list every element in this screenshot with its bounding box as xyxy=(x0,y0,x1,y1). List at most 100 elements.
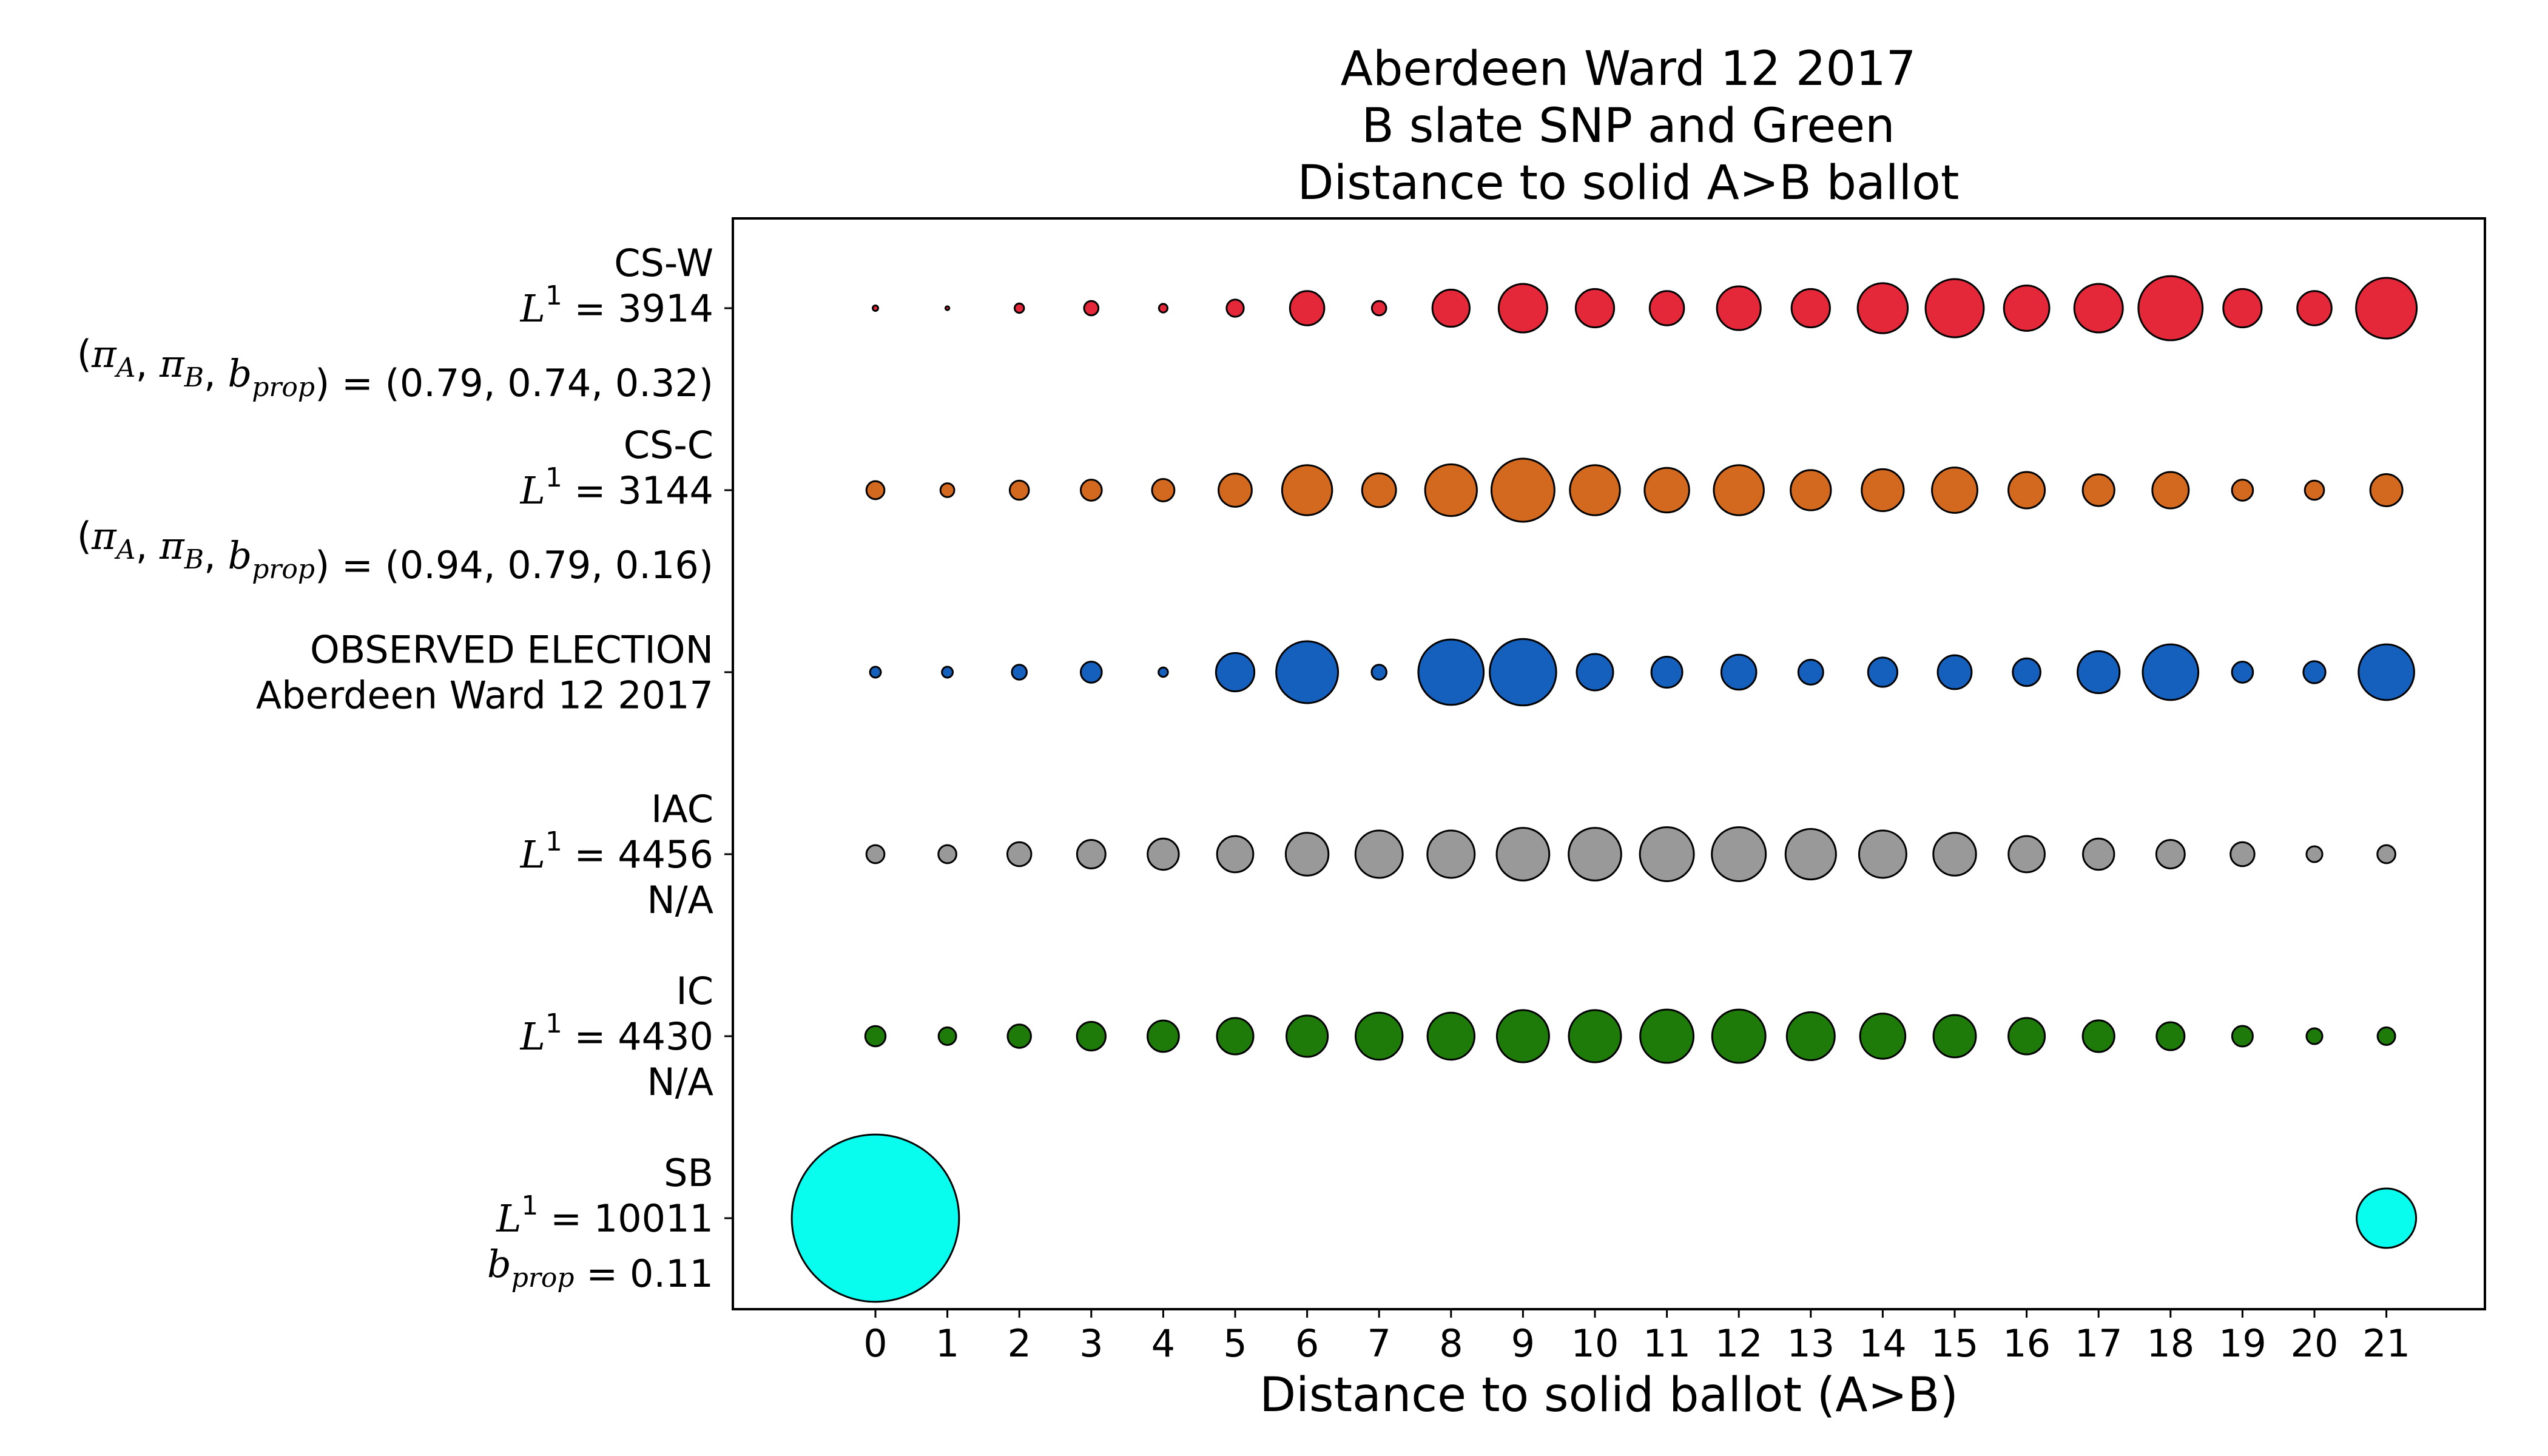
row-label-line-1: IAC xyxy=(651,787,713,831)
x-tick-label-0: 0 xyxy=(863,1321,887,1366)
row-label-line-1: CS-W xyxy=(614,241,713,285)
bubble-cs-c-11 xyxy=(1643,467,1690,514)
bubble-cs-w-9 xyxy=(1497,283,1548,334)
param-symbol: π xyxy=(91,332,117,376)
l1-symbol: L xyxy=(520,286,545,331)
bubble-iac-8 xyxy=(1426,829,1476,879)
bubbles-layer xyxy=(790,275,2418,1303)
x-tick-label-21: 21 xyxy=(2362,1321,2410,1366)
param-subscript: B xyxy=(184,362,204,393)
param-subscript: A xyxy=(114,534,136,565)
bubble-observed-12 xyxy=(1720,653,1758,691)
bubble-iac-18 xyxy=(2155,839,2186,869)
bubble-observed-3 xyxy=(1079,661,1103,684)
l1-value: = 3144 xyxy=(562,468,713,513)
bubble-cs-w-17 xyxy=(2073,283,2124,334)
param-subscript: prop xyxy=(252,554,315,585)
x-tick-label-15: 15 xyxy=(1931,1321,1979,1366)
bubble-sb-21 xyxy=(2356,1187,2418,1249)
bubble-observed-19 xyxy=(2231,661,2254,684)
bubble-cs-w-11 xyxy=(1648,290,1685,326)
bubble-iac-14 xyxy=(1858,829,1907,879)
bubble-cs-w-5 xyxy=(1225,298,1245,318)
row-label-line-1: OBSERVED ELECTION xyxy=(310,628,713,672)
param-symbol: π xyxy=(159,524,185,568)
bubble-iac-1 xyxy=(937,844,957,864)
bubble-cs-c-7 xyxy=(1361,472,1397,508)
bubble-observed-2 xyxy=(1011,664,1028,681)
bubble-iac-10 xyxy=(1568,827,1622,881)
series-cs-c xyxy=(865,457,2404,523)
param-values: = (0.79, 0.74, 0.32) xyxy=(329,361,713,405)
param-values: = 0.11 xyxy=(575,1252,713,1296)
bubble-cs-w-10 xyxy=(1574,288,1616,329)
bubble-observed-17 xyxy=(2077,650,2121,695)
bubble-ic-1 xyxy=(937,1026,957,1046)
x-tick-label-11: 11 xyxy=(1643,1321,1691,1366)
param-symbol: b xyxy=(228,351,252,396)
bubble-cs-w-12 xyxy=(1716,285,1762,331)
param-symbol: π xyxy=(91,514,117,558)
l1-symbol: L xyxy=(520,468,545,513)
bubble-iac-17 xyxy=(2082,837,2115,871)
bubble-observed-21 xyxy=(2358,643,2415,701)
bubble-ic-5 xyxy=(1216,1017,1255,1056)
bubble-observed-5 xyxy=(1215,652,1256,693)
bubble-iac-11 xyxy=(1639,826,1695,882)
bubble-ic-7 xyxy=(1354,1011,1404,1061)
row-label-cs-w: CS-WL1 = 3914(πA, πB, bprop) = (0.79, 0.… xyxy=(77,241,713,405)
l1-value: = 10011 xyxy=(538,1196,713,1241)
bubble-ic-21 xyxy=(2376,1026,2396,1046)
bubble-cs-w-14 xyxy=(1856,282,1909,334)
x-tick-label-19: 19 xyxy=(2219,1321,2267,1366)
row-label-line-1: SB xyxy=(664,1151,713,1195)
bubble-cs-c-0 xyxy=(865,480,886,500)
param-subscript: prop xyxy=(252,372,315,403)
l1-value: = 4430 xyxy=(562,1014,713,1059)
bubble-ic-8 xyxy=(1426,1011,1476,1061)
series-iac xyxy=(865,826,2396,882)
title-line-2: B slate SNP and Green xyxy=(1361,99,1895,153)
bubble-cs-c-4 xyxy=(1151,478,1176,502)
param-values: = (0.94, 0.79, 0.16) xyxy=(329,543,713,587)
l1-value: = 3914 xyxy=(562,286,713,331)
bubble-cs-w-3 xyxy=(1083,300,1100,317)
bubble-cs-c-3 xyxy=(1079,479,1103,502)
l1-superscript: 1 xyxy=(545,826,562,857)
x-axis-label: Distance to solid ballot (A>B) xyxy=(1259,1368,1958,1423)
series-observed xyxy=(869,638,2415,707)
x-tick-label-3: 3 xyxy=(1079,1321,1103,1366)
bubble-cs-c-16 xyxy=(2007,471,2046,510)
bubble-iac-5 xyxy=(1216,835,1255,874)
bubble-iac-6 xyxy=(1284,832,1330,877)
bubble-ic-10 xyxy=(1568,1009,1622,1063)
param-symbol: , xyxy=(204,533,228,578)
bubble-cs-w-4 xyxy=(1158,303,1168,314)
param-symbol: , xyxy=(136,524,160,568)
l1-superscript: 1 xyxy=(521,1190,538,1221)
bubble-ic-13 xyxy=(1785,1011,1836,1061)
param-symbol: , xyxy=(204,351,228,396)
x-axis-ticks: 0 1 2 3 4 5 6 7 8 9 10 11 12 13 14 15 16 17 18 19 20 21 xyxy=(863,1309,2410,1366)
bubble-observed-4 xyxy=(1158,666,1169,678)
x-tick-label-17: 17 xyxy=(2075,1321,2123,1366)
row-label-line-2: L1 = 4430 xyxy=(520,1008,713,1059)
bubble-cs-w-18 xyxy=(2137,275,2204,342)
bubble-cs-c-14 xyxy=(1861,468,1905,513)
plot-frame xyxy=(732,217,2486,1310)
x-tick-label-12: 12 xyxy=(1715,1321,1763,1366)
param-symbol: ) xyxy=(315,543,329,587)
x-tick-label-7: 7 xyxy=(1367,1321,1390,1366)
bubble-cs-w-6 xyxy=(1289,290,1326,326)
bubble-iac-13 xyxy=(1784,827,1837,881)
bubble-cs-w-1 xyxy=(944,305,951,311)
row-label-line-2: L1 = 4456 xyxy=(520,826,713,877)
x-tick-label-4: 4 xyxy=(1151,1321,1175,1366)
bubble-cs-w-16 xyxy=(2003,285,2051,332)
x-tick-label-9: 9 xyxy=(1511,1321,1535,1366)
x-tick-label-13: 13 xyxy=(1787,1321,1835,1366)
